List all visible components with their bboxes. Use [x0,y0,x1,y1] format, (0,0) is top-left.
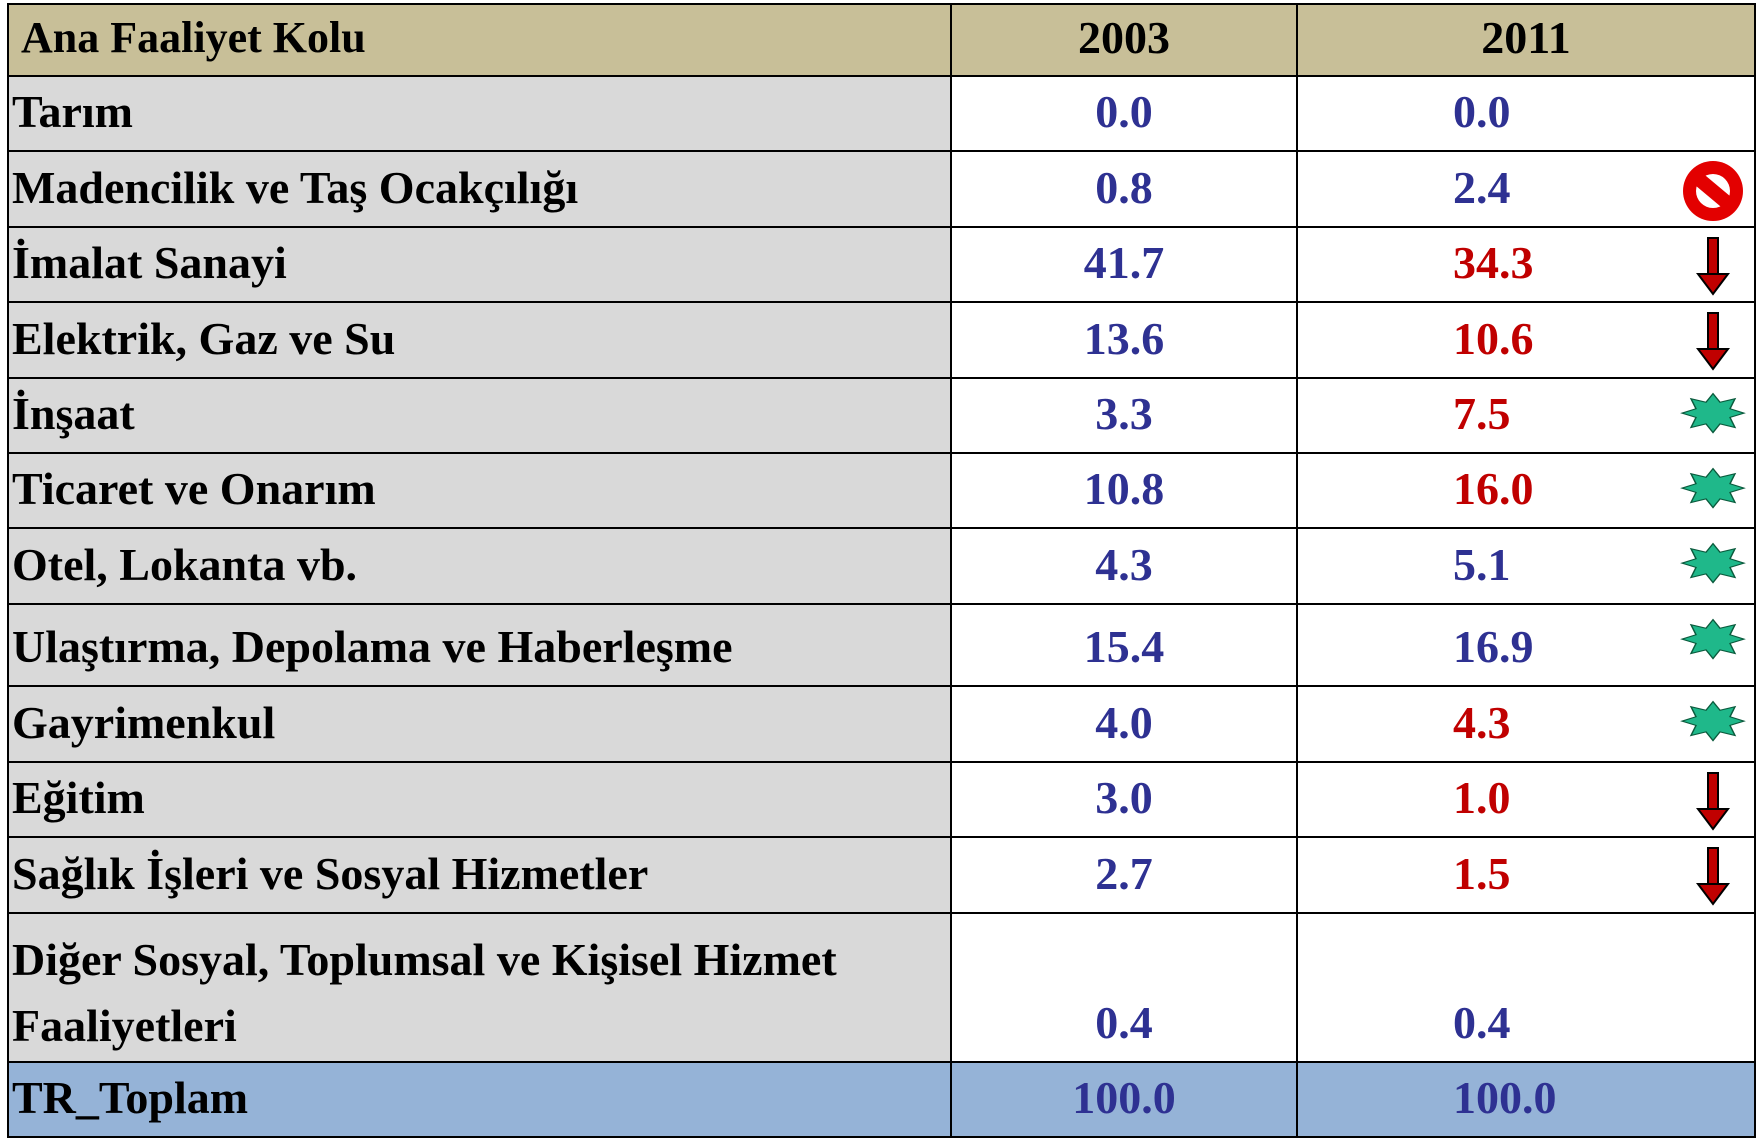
row-label-text: Diğer Sosyal, Toplumsal ve Kişisel Hizme… [12,934,837,1051]
value-2011-text: 7.5 [1453,388,1511,439]
value-2011-text: 4.3 [1453,697,1511,748]
value-2003: 3.3 [952,379,1298,454]
value-2011: 16.0 [1298,454,1756,529]
value-2003-text: 3.3 [1095,388,1153,439]
value-2003: 4.0 [952,687,1298,763]
total-cell-text: 100.0 [1072,1072,1176,1123]
header-cell-text: 2011 [1481,12,1571,63]
row-label-text: Ulaştırma, Depolama ve Haberleşme [12,621,733,672]
value-2011: 7.5 [1298,379,1756,454]
row-label: Madencilik ve Taş Ocakçılığı [7,152,952,228]
value-2011: 2.4 [1298,152,1756,228]
row-label: Gayrimenkul [7,687,952,763]
total-cell: 100.0 [1298,1063,1756,1138]
total-cell: TR_Toplam [7,1063,952,1138]
row-label: Ulaştırma, Depolama ve Haberleşme [7,605,952,687]
trend-icon [1680,769,1746,835]
value-2011-text: 0.0 [1453,86,1511,137]
value-2011-text: 34.3 [1453,237,1534,288]
value-2003: 3.0 [952,763,1298,838]
trend-icon [1680,385,1746,451]
value-2003: 4.3 [952,529,1298,605]
value-2003: 2.7 [952,838,1298,914]
trend-icon [1680,234,1746,300]
header-cell-text: 2003 [1078,12,1170,63]
trend-icon [1680,844,1746,910]
value-2011-text: 2.4 [1453,162,1511,213]
value-2011-text: 0.4 [1453,997,1511,1048]
value-2003-text: 3.0 [1095,772,1153,823]
value-2003-text: 4.0 [1095,697,1153,748]
value-2003-text: 0.0 [1095,86,1153,137]
trend-icon [1680,693,1746,759]
header-cell: 2003 [952,3,1298,77]
value-2003-text: 41.7 [1083,237,1165,288]
value-2011-text: 16.0 [1453,463,1534,514]
header-cell-text: Ana Faaliyet Kolu [21,13,366,62]
value-2003: 0.0 [952,77,1298,152]
value-2011-text: 5.1 [1453,539,1511,590]
trend-icon [1680,309,1746,375]
row-label: Diğer Sosyal, Toplumsal ve Kişisel Hizme… [7,914,952,1063]
row-label: Elektrik, Gaz ve Su [7,303,952,379]
total-cell-text: TR_Toplam [12,1072,249,1123]
value-2003-text: 0.8 [1095,162,1153,213]
row-label-text: Eğitim [12,772,145,823]
value-2011-text: 1.0 [1453,772,1511,823]
value-2003-text: 13.6 [1083,313,1165,364]
value-2003: 0.8 [952,152,1298,228]
row-label-text: Tarım [12,86,133,137]
value-2011: 1.5 [1298,838,1756,914]
row-label-text: İnşaat [12,388,135,439]
row-label: Otel, Lokanta vb. [7,529,952,605]
value-2011: 34.3 [1298,228,1756,303]
trend-icon [1680,535,1746,601]
header-cell: 2011 [1298,3,1756,77]
row-label-text: Ticaret ve Onarım [12,463,376,514]
value-2011: 10.6 [1298,303,1756,379]
value-2003: 41.7 [952,228,1298,303]
row-label: Sağlık İşleri ve Sosyal Hizmetler [7,838,952,914]
trend-icon [1680,158,1746,224]
value-2011-text: 16.9 [1453,621,1534,672]
value-2003-text: 0.4 [1095,997,1153,1048]
row-label-text: Sağlık İşleri ve Sosyal Hizmetler [12,848,649,899]
total-cell-text: 100.0 [1453,1072,1557,1123]
table: Ana Faaliyet Kolu 2003 2011 Tarım 0.0 0.0 Made… [7,3,1756,1138]
total-cell: 100.0 [952,1063,1298,1138]
value-2003-text: 15.4 [1083,621,1165,672]
trend-icon [1680,460,1746,526]
value-2003: 0.4 [952,914,1298,1063]
value-2011: 5.1 [1298,529,1756,605]
row-label: Eğitim [7,763,952,838]
value-2003-text: 2.7 [1095,848,1153,899]
value-2003: 15.4 [952,605,1298,687]
value-2011-text: 10.6 [1453,313,1534,364]
row-label-text: Gayrimenkul [12,697,276,748]
value-2011: 0.0 [1298,77,1756,152]
value-2003: 10.8 [952,454,1298,529]
row-label: İnşaat [7,379,952,454]
value-2011: 16.9 [1298,605,1756,687]
row-label-text: Madencilik ve Taş Ocakçılığı [12,162,579,213]
row-label: Ticaret ve Onarım [7,454,952,529]
row-label-text: Elektrik, Gaz ve Su [12,313,396,364]
value-2011-text: 1.5 [1453,848,1511,899]
trend-icon [1680,611,1746,677]
header-cell: Ana Faaliyet Kolu [7,3,952,77]
row-label: İmalat Sanayi [7,228,952,303]
row-label-text: Otel, Lokanta vb. [12,539,358,590]
value-2011: 4.3 [1298,687,1756,763]
row-label: Tarım [7,77,952,152]
value-2003-text: 4.3 [1095,539,1153,590]
value-2003: 13.6 [952,303,1298,379]
row-label-text: İmalat Sanayi [12,237,287,288]
value-2003-text: 10.8 [1083,463,1165,514]
value-2011: 1.0 [1298,763,1756,838]
value-2011: 0.4 [1298,914,1756,1063]
